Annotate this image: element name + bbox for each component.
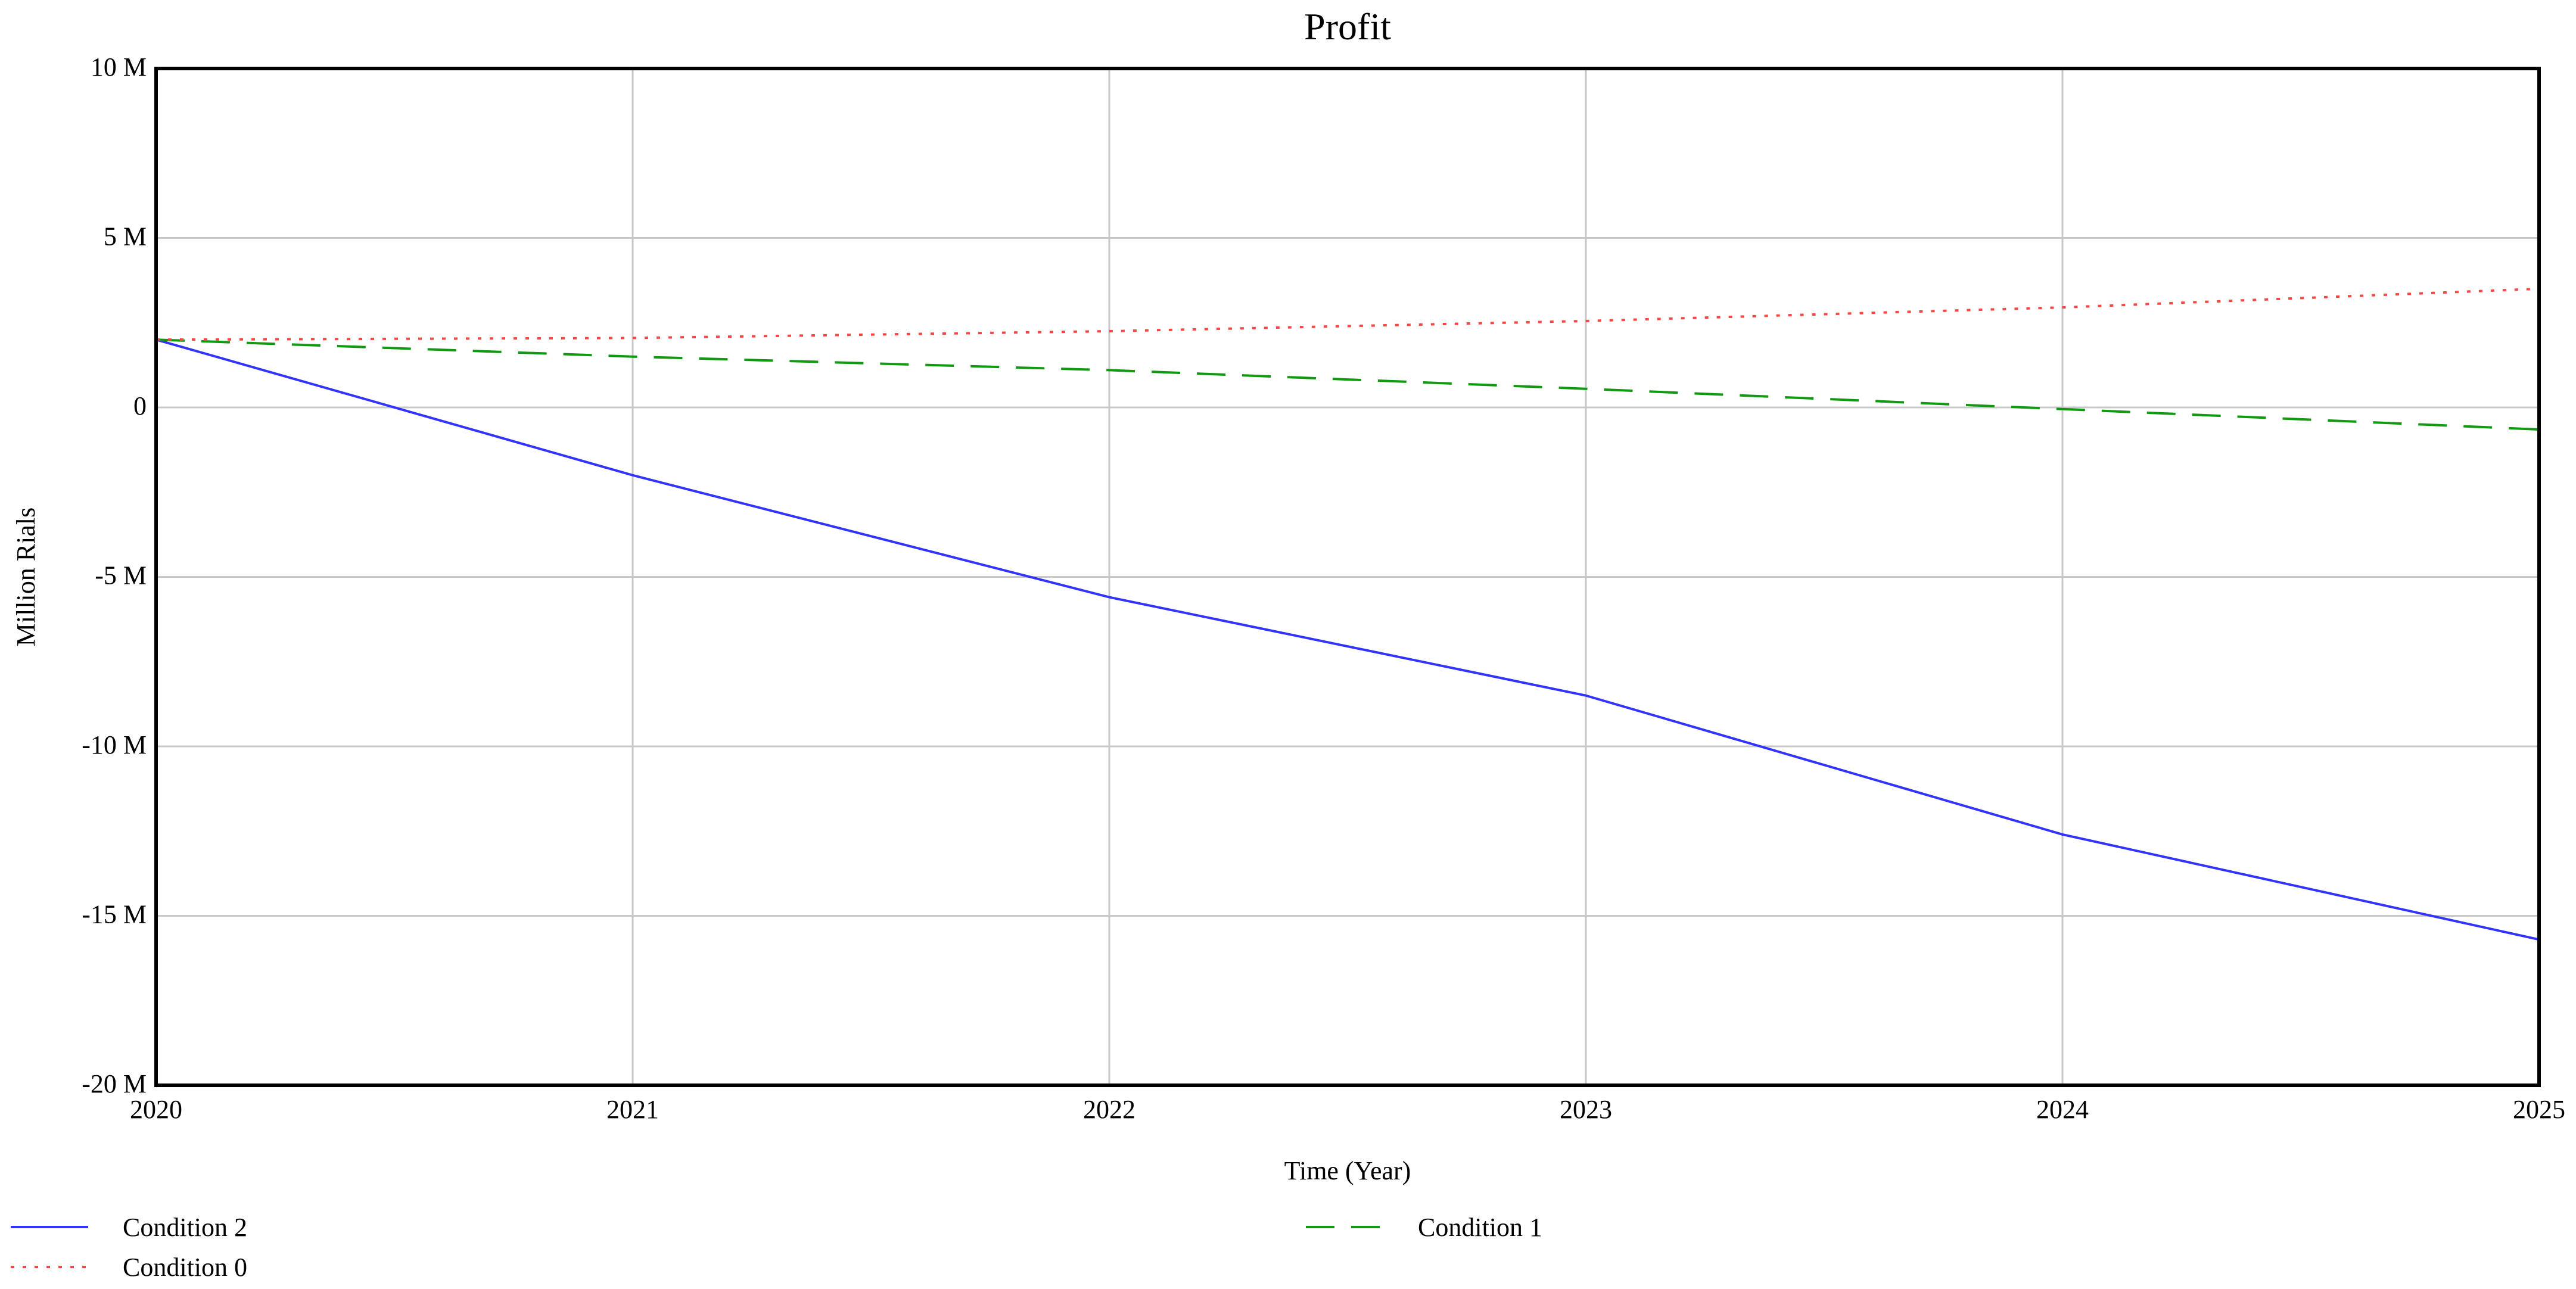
x-tick-label: 2024 (2036, 1095, 2089, 1124)
y-tick-label: 10 M (91, 52, 147, 82)
series-line-condition-0 (155, 287, 2540, 341)
y-tick-label: -15 M (82, 900, 147, 929)
x-axis-title: Time (Year) (1284, 1156, 1411, 1185)
legend-label: Condition 2 (123, 1213, 247, 1242)
plot-frame (154, 67, 2541, 1087)
series-layer (155, 287, 2540, 941)
x-tick-label: 2023 (1560, 1095, 1612, 1124)
x-tick-label: 2021 (606, 1095, 659, 1124)
legend-label: Condition 0 (123, 1253, 247, 1282)
chart-title: Profit (1304, 5, 1391, 48)
x-tick-label: 2025 (2513, 1095, 2565, 1124)
y-tick-label: -20 M (82, 1069, 147, 1098)
series-line-condition-1 (155, 338, 2540, 431)
legend-label: Condition 1 (1418, 1213, 1542, 1242)
grid (156, 69, 2539, 1085)
series-line-condition-2 (155, 338, 2540, 941)
legend: Condition 2 Condition 1 Condition 0 (11, 1213, 1542, 1282)
x-tick-labels: 2020 2021 2022 2023 2024 2025 (130, 1095, 2565, 1124)
y-tick-label: 5 M (104, 222, 147, 251)
y-tick-labels: 10 M 5 M 0 -5 M -10 M -15 M -20 M (82, 52, 147, 1098)
y-tick-label: -10 M (82, 730, 147, 759)
x-tick-label: 2020 (130, 1095, 182, 1124)
y-tick-label: 0 (133, 391, 147, 421)
x-tick-label: 2022 (1083, 1095, 1135, 1124)
y-axis-title: Million Rials (11, 507, 41, 646)
y-tick-label: -5 M (95, 561, 147, 590)
